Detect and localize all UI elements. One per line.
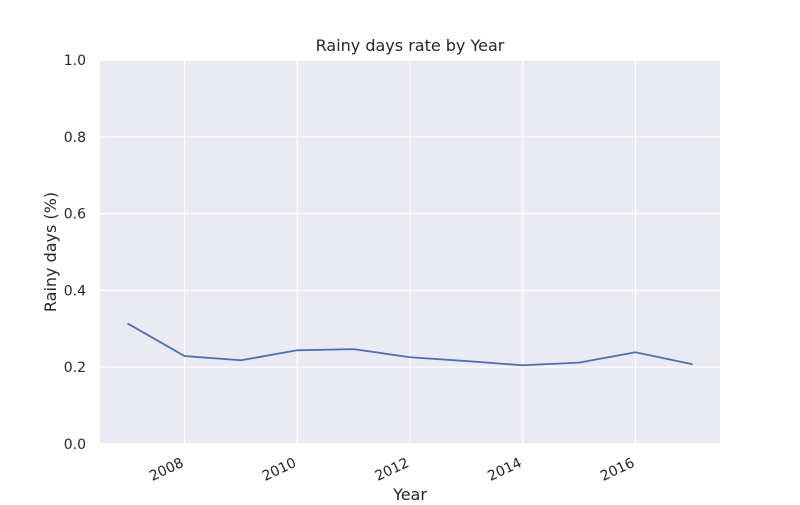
data-point: [689, 362, 694, 367]
series-line: [127, 322, 693, 367]
data-point: [464, 359, 469, 364]
y-tick-label: 0.4: [64, 283, 86, 299]
y-tick-label: 1.0: [64, 53, 86, 69]
data-point: [520, 363, 525, 368]
data-point: [577, 360, 582, 365]
data-point: [126, 321, 131, 326]
x-tick-label: 2008: [147, 455, 186, 485]
data-point: [182, 354, 187, 359]
y-tick-label: 0.2: [64, 360, 86, 376]
data-point: [238, 358, 243, 363]
chart-title: Rainy days rate by Year: [316, 36, 505, 55]
y-tick-label: 0.0: [64, 437, 86, 453]
y-tick-label: 0.8: [64, 130, 86, 146]
x-tick-labels: 2008 2010 2012 2014 2016: [147, 455, 637, 485]
y-axis-label: Rainy days (%): [41, 192, 60, 312]
x-tick-label: 2016: [598, 455, 637, 485]
x-tick-label: 2012: [373, 455, 412, 485]
x-gridlines: [183, 60, 637, 444]
data-point: [633, 350, 638, 355]
x-tick-label: 2010: [260, 455, 299, 485]
data-point: [408, 355, 413, 360]
y-tick-label: 0.6: [64, 207, 86, 223]
x-tick-label: 2014: [485, 455, 524, 485]
series-layer: [126, 321, 694, 368]
data-point: [351, 347, 356, 352]
x-axis-label: Year: [392, 485, 427, 500]
data-point: [295, 348, 300, 353]
y-tick-labels: 0.0 0.2 0.4 0.6 0.8 1.0: [64, 53, 86, 453]
